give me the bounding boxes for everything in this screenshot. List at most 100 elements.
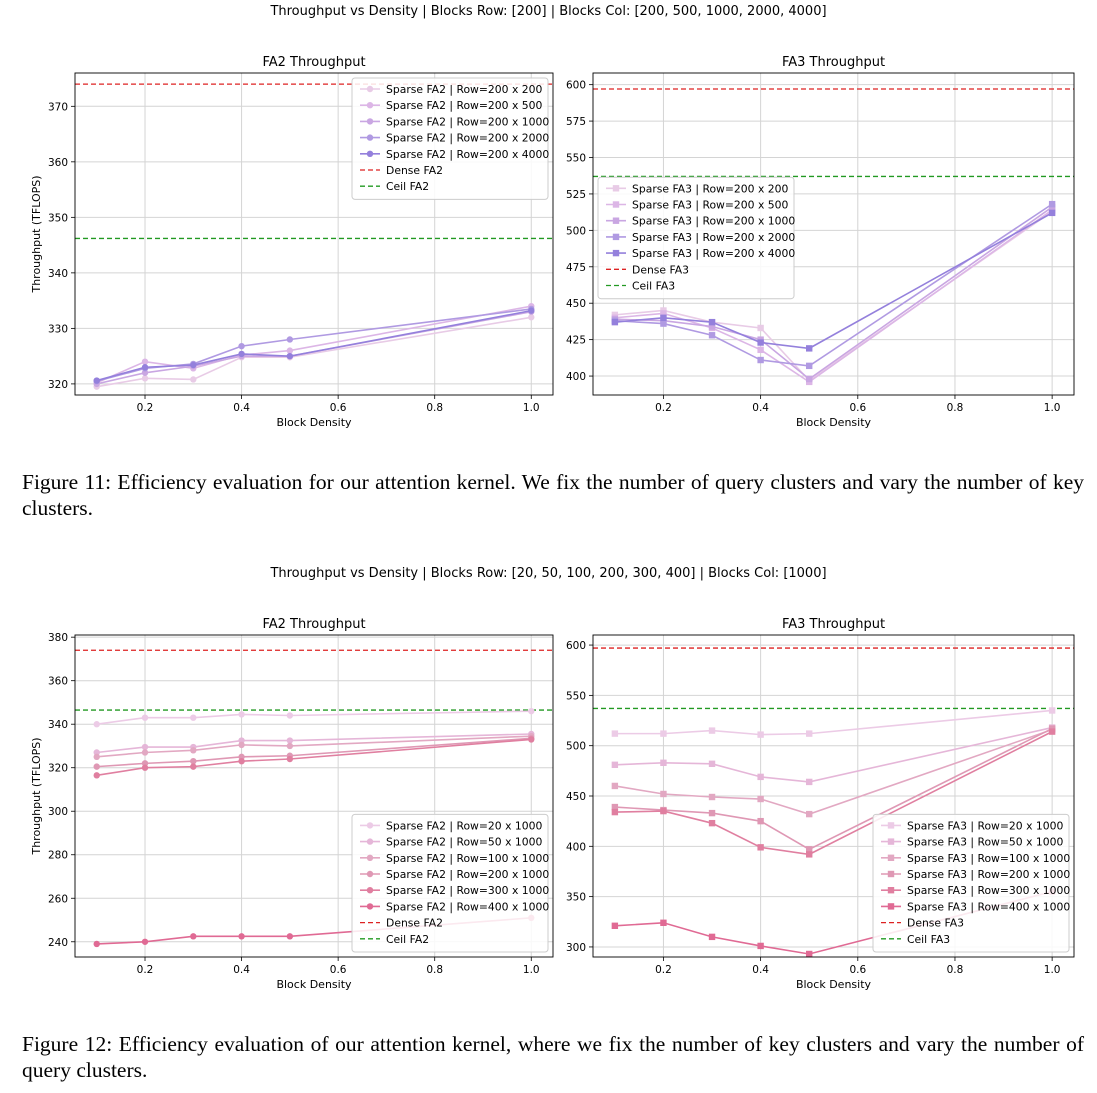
legend-label: Dense FA2 xyxy=(386,164,443,177)
fig11-fa3-chart: 0.2 0.4 0.6 0.8 1.0 400 425 450 475 500 525 550 575 6… xyxy=(566,55,1075,429)
series-line xyxy=(614,728,1053,815)
legend-label: Sparse FA3 | Row=100 x 1000 xyxy=(907,852,1070,865)
series-line xyxy=(614,730,1053,856)
legend-marker xyxy=(366,102,374,109)
legend-label: Ceil FA3 xyxy=(907,933,950,946)
y-tick-label: 320 xyxy=(48,379,68,391)
x-tick-label: 1.0 xyxy=(1044,402,1061,414)
x-axis-label: Block Density xyxy=(796,978,872,991)
legend-marker xyxy=(612,201,620,208)
data-point xyxy=(141,743,149,751)
legend-label: Sparse FA2 | Row=50 x 1000 xyxy=(386,836,543,849)
data-point xyxy=(93,377,100,384)
data-point xyxy=(238,342,245,350)
legend-label: Sparse FA3 | Row=20 x 1000 xyxy=(907,819,1064,832)
legend-box xyxy=(597,176,795,300)
data-point xyxy=(611,761,619,769)
data-point xyxy=(757,795,764,803)
series-line xyxy=(614,709,1053,736)
data-point xyxy=(190,933,197,940)
x-tick-label: 0.6 xyxy=(330,964,347,976)
data-point xyxy=(660,730,667,737)
data-point xyxy=(708,727,716,734)
y-tick-label: 280 xyxy=(48,850,68,862)
legend-label: Ceil FA2 xyxy=(386,933,429,946)
data-point xyxy=(238,741,245,749)
series-line xyxy=(96,710,532,725)
series-line xyxy=(96,917,532,945)
y-axis-ticks: 300 350 400 450 500 550 600 xyxy=(566,640,593,954)
y-tick-label: 450 xyxy=(566,298,586,310)
data-point xyxy=(141,749,149,756)
plot-frame xyxy=(74,634,554,958)
y-tick-label: 360 xyxy=(48,157,68,169)
data-point xyxy=(708,933,716,941)
data-point xyxy=(93,772,100,779)
series-line xyxy=(614,203,1053,367)
x-tick-label: 0.4 xyxy=(233,402,250,414)
series-line xyxy=(96,733,532,754)
data-point xyxy=(806,375,813,383)
x-tick-label: 0.2 xyxy=(137,402,154,414)
y-tick-label: 330 xyxy=(48,323,68,335)
legend-label: Sparse FA3 | Row=200 x 1000 xyxy=(632,215,795,228)
legend-marker xyxy=(366,822,374,829)
legend-label: Sparse FA2 | Row=200 x 200 xyxy=(386,83,543,96)
fig11-caption: Figure 11: Efficiency evaluation for our… xyxy=(22,470,1084,520)
data-point xyxy=(660,919,667,926)
data-point xyxy=(611,922,619,930)
fig11-fa2-chart: 0.2 0.4 0.6 0.8 1.0 320 330 340 350 360 370 FA2 Thr… xyxy=(30,55,554,429)
y-axis-ticks: 400 425 450 475 500 525 550 575 600 xyxy=(566,80,593,383)
legend-marker xyxy=(366,838,374,845)
series-line xyxy=(614,212,1053,350)
data-point xyxy=(660,314,667,321)
data-point xyxy=(190,376,197,383)
legend-label: Sparse FA3 | Row=300 x 1000 xyxy=(907,884,1070,897)
data-point xyxy=(286,742,294,750)
x-axis-ticks: 0.2 0.4 0.6 0.8 1.0 xyxy=(655,395,1060,414)
legend-label: Dense FA2 xyxy=(386,917,443,930)
data-point xyxy=(1048,209,1056,217)
legend-marker xyxy=(366,150,374,157)
x-axis-ticks: 0.2 0.4 0.6 0.8 1.0 xyxy=(137,395,540,414)
data-point xyxy=(141,358,149,365)
data-point xyxy=(757,942,764,950)
series xyxy=(93,302,535,390)
data-point xyxy=(708,793,716,801)
data-point xyxy=(286,933,294,940)
y-tick-label: 300 xyxy=(566,942,586,954)
x-axis-label: Block Density xyxy=(276,978,352,991)
data-point xyxy=(190,714,197,721)
data-point xyxy=(708,323,716,330)
legend-marker xyxy=(887,822,895,829)
data-point xyxy=(757,731,764,738)
fig11-suptitle: Throughput vs Density | Blocks Row: [200… xyxy=(270,4,827,19)
x-tick-label: 0.8 xyxy=(426,964,443,976)
data-point xyxy=(286,336,294,343)
legend-marker xyxy=(887,887,895,894)
series-line xyxy=(614,727,1053,851)
x-tick-label: 0.4 xyxy=(752,964,769,976)
y-tick-label: 600 xyxy=(566,640,586,652)
data-point xyxy=(660,790,667,798)
y-tick-label: 340 xyxy=(48,268,68,280)
legend-marker xyxy=(612,233,620,241)
legend-label: Sparse FA2 | Row=200 x 2000 xyxy=(386,132,549,145)
y-tick-label: 475 xyxy=(566,262,586,274)
legend-label: Sparse FA2 | Row=100 x 1000 xyxy=(386,852,549,865)
data-point xyxy=(238,933,245,940)
data-point xyxy=(286,755,294,763)
y-tick-label: 300 xyxy=(48,806,68,818)
data-point xyxy=(757,339,764,346)
x-tick-label: 0.6 xyxy=(330,402,347,414)
data-point xyxy=(757,346,764,354)
data-point xyxy=(528,736,535,743)
legend-label: Sparse FA3 | Row=200 x 1000 xyxy=(907,868,1070,881)
y-tick-label: 320 xyxy=(48,763,68,775)
y-axis-label: Throughput (TFLOPS) xyxy=(30,737,43,855)
y-axis-ticks: 240 260 280 300 320 340 360 380 xyxy=(48,632,75,949)
y-tick-label: 340 xyxy=(48,719,68,731)
y-tick-label: 360 xyxy=(48,676,68,688)
data-point xyxy=(238,757,245,765)
data-point xyxy=(611,318,619,326)
